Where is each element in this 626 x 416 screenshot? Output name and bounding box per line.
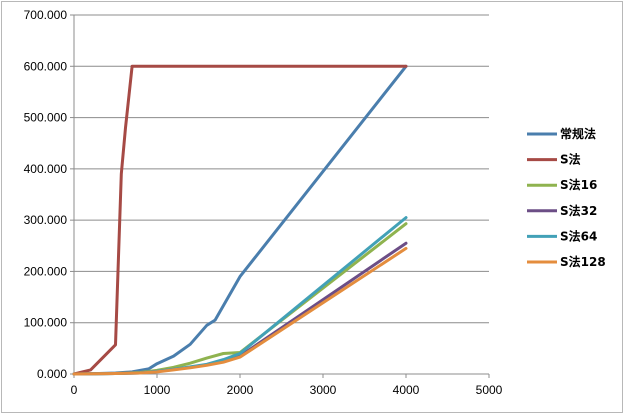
y-tick-label: 400.000 xyxy=(24,162,68,176)
x-tick-label: 1000 xyxy=(144,383,171,397)
series-lines xyxy=(72,64,408,376)
y-axis-ticks: 0.000 100.000 200.000 300.000 400.000 500.000… xyxy=(24,8,74,381)
series-line-5 xyxy=(72,246,408,376)
legend: 常规法 S法 S法16 S法32 S法64 S法128 xyxy=(527,126,606,269)
x-tick-label: 4000 xyxy=(393,383,420,397)
legend-label: S法16 xyxy=(560,177,597,192)
y-tick-label: 100.000 xyxy=(24,316,68,330)
y-tick-label: 300.000 xyxy=(24,213,68,227)
gridlines xyxy=(74,14,489,324)
x-tick-label: 5000 xyxy=(476,383,503,397)
x-tick-label: 3000 xyxy=(310,383,337,397)
series-line-2 xyxy=(72,222,408,376)
legend-label: S法 xyxy=(560,152,581,167)
x-tick-label: 2000 xyxy=(227,383,254,397)
y-tick-label: 500.000 xyxy=(24,111,68,125)
series-line-4 xyxy=(72,216,408,376)
y-tick-label: 600.000 xyxy=(24,59,68,73)
y-tick-label: 0.000 xyxy=(37,367,67,381)
x-axis-ticks: 0 1000 2000 3000 4000 5000 xyxy=(71,374,503,397)
y-tick-label: 200.000 xyxy=(24,264,68,278)
legend-label: 常规法 xyxy=(560,126,596,141)
x-tick-label: 0 xyxy=(71,383,78,397)
legend-label: S法128 xyxy=(560,254,606,269)
legend-label: S法64 xyxy=(560,228,597,243)
legend-label: S法32 xyxy=(560,203,597,218)
y-tick-label: 700.000 xyxy=(24,8,68,22)
series-line-1 xyxy=(72,64,408,376)
